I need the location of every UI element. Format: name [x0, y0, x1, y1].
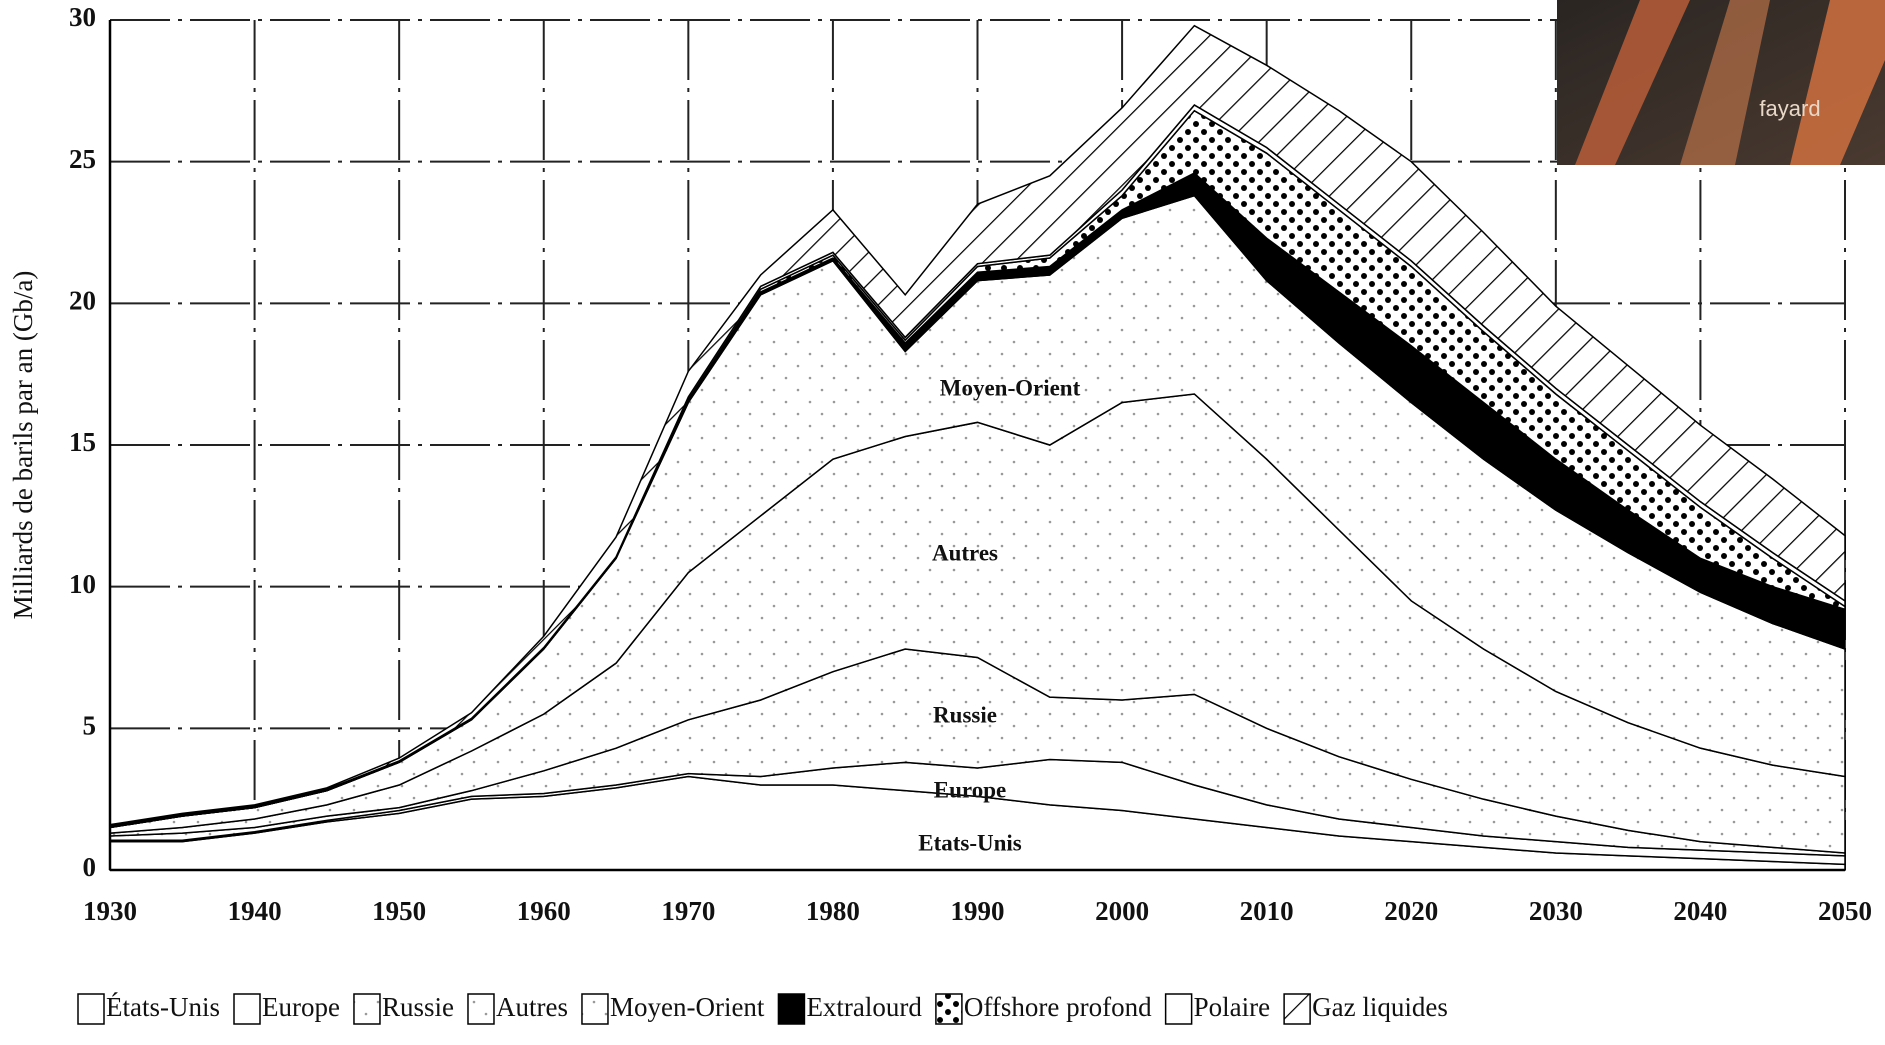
y-tick-label: 20: [69, 286, 96, 316]
legend-label: Autres: [496, 992, 568, 1022]
y-tick-label: 0: [83, 852, 97, 882]
y-tick-label: 25: [69, 144, 96, 174]
legend-swatch: [234, 994, 260, 1024]
legend-label: Offshore profond: [964, 992, 1152, 1022]
legend-swatch: [354, 994, 380, 1024]
x-tick-label: 1970: [661, 896, 715, 926]
legend-swatch: [468, 994, 494, 1024]
legend-label: Extralourd: [806, 992, 922, 1022]
x-tick-label: 2050: [1818, 896, 1872, 926]
legend-swatch: [78, 994, 104, 1024]
annotation: Autres: [932, 540, 998, 565]
x-tick-label: 1950: [372, 896, 426, 926]
legend-swatch: [1166, 994, 1192, 1024]
annotation: Etats-Unis: [918, 830, 1022, 855]
x-tick-label: 2000: [1095, 896, 1149, 926]
legend-label: Europe: [262, 992, 340, 1022]
x-tick-label: 1980: [806, 896, 860, 926]
x-tick-label: 1940: [228, 896, 282, 926]
legend-swatch: [582, 994, 608, 1024]
annotation: Europe: [934, 777, 1006, 802]
y-axis-title: Milliards de barils par an (Gb/a): [8, 271, 38, 620]
cover-text: fayard: [1759, 96, 1820, 121]
x-tick-label: 1960: [517, 896, 571, 926]
legend-label: États-Unis: [106, 992, 220, 1022]
x-tick-label: 2040: [1673, 896, 1727, 926]
x-tick-label: 1990: [951, 896, 1005, 926]
annotation: Moyen-Orient: [940, 375, 1081, 400]
book-cover: fayard: [1557, 0, 1885, 165]
x-tick-label: 2020: [1384, 896, 1438, 926]
y-tick-label: 15: [69, 427, 96, 457]
y-tick-label: 10: [69, 569, 96, 599]
x-tick-label: 1930: [83, 896, 137, 926]
y-tick-label: 5: [83, 711, 97, 741]
legend-swatch: [778, 994, 804, 1024]
x-tick-label: 2030: [1529, 896, 1583, 926]
annotation: Russie: [933, 702, 997, 727]
legend: États-Unis Europe Russie Autres Moyen-Orient…: [78, 992, 1448, 1024]
legend-label: Russie: [382, 992, 454, 1022]
legend-swatch: [1284, 994, 1310, 1024]
legend-label: Moyen-Orient: [610, 992, 765, 1022]
chart: fayard 0 5 10 15 20 25 30 1930 1940 1950 1960 1970 1…: [0, 0, 1885, 1045]
x-tick-label: 2010: [1240, 896, 1294, 926]
legend-label: Gaz liquides: [1312, 992, 1448, 1022]
legend-swatch: [936, 994, 962, 1024]
legend-label: Polaire: [1194, 992, 1270, 1022]
y-tick-label: 30: [69, 2, 96, 32]
